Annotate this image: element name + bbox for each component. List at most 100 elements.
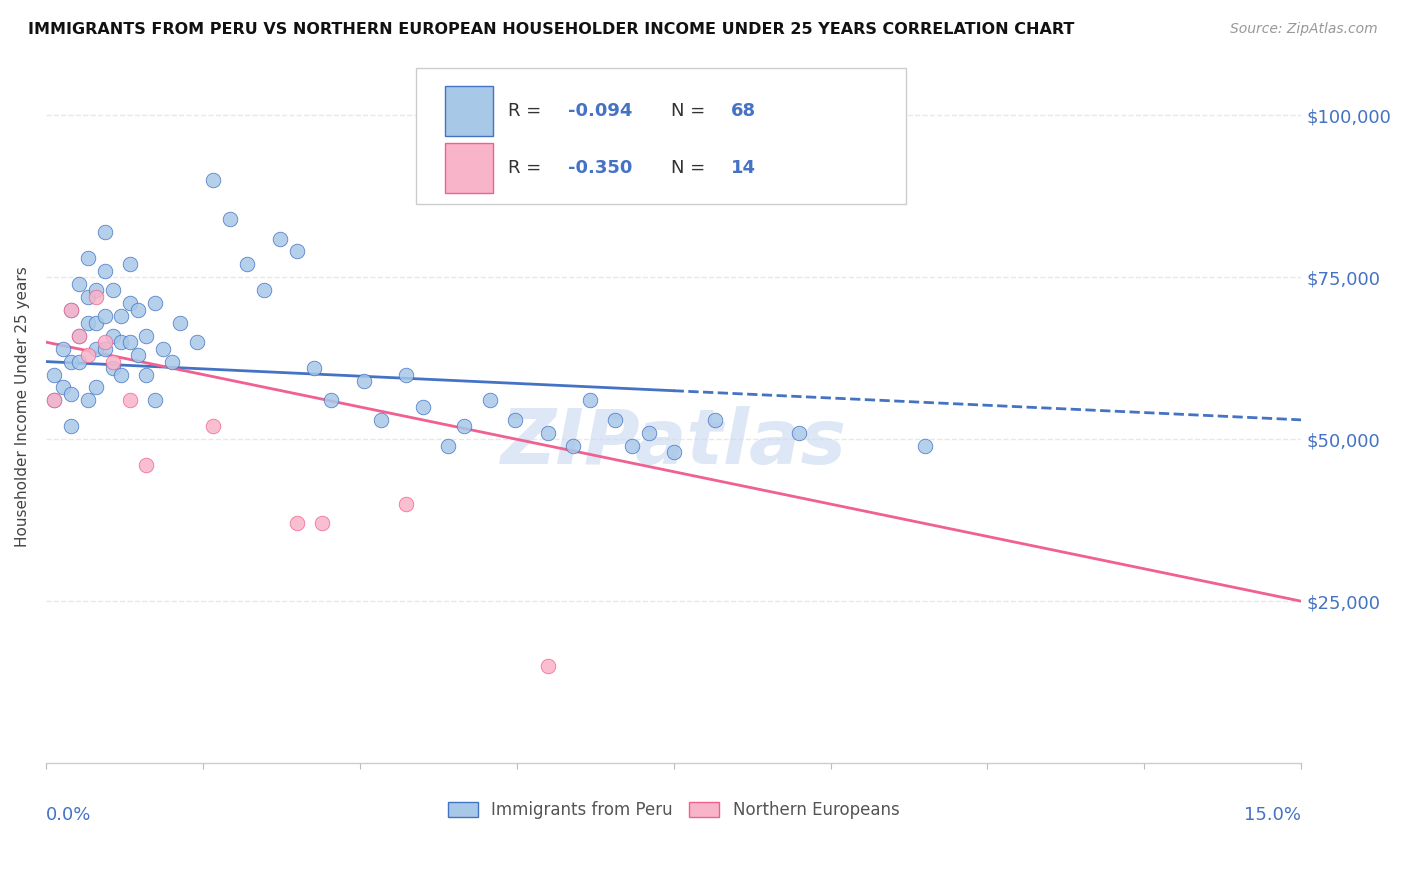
Point [69, 277, 91, 291]
Point [60, 354, 83, 368]
Point [395, 368, 418, 382]
Point [143, 393, 166, 408]
Point [44, 393, 66, 408]
Text: N =: N = [671, 103, 711, 120]
Point [127, 302, 149, 317]
Point [914, 439, 936, 453]
Point [269, 231, 291, 245]
Text: -0.094: -0.094 [568, 103, 633, 120]
Point [453, 419, 475, 434]
Point [285, 244, 308, 259]
Text: N =: N = [671, 160, 711, 178]
Text: 68: 68 [731, 103, 756, 120]
Legend: Immigrants from Peru, Northern Europeans: Immigrants from Peru, Northern Europeans [441, 795, 905, 826]
Point [537, 659, 560, 673]
Point [202, 419, 225, 434]
Point [169, 316, 191, 330]
Point [219, 212, 242, 227]
Point [118, 335, 141, 350]
FancyBboxPatch shape [416, 69, 905, 204]
Point [503, 413, 526, 427]
Point [135, 458, 157, 473]
Point [319, 393, 342, 408]
Point [93, 310, 115, 324]
Point [135, 368, 157, 382]
Point [236, 257, 259, 271]
Point [60, 419, 83, 434]
Point [412, 400, 434, 414]
Text: R =: R = [508, 103, 547, 120]
Text: Source: ZipAtlas.com: Source: ZipAtlas.com [1230, 22, 1378, 37]
Point [562, 439, 585, 453]
Point [110, 335, 132, 350]
Text: R =: R = [508, 160, 547, 178]
Point [84, 290, 107, 304]
Text: IMMIGRANTS FROM PERU VS NORTHERN EUROPEAN HOUSEHOLDER INCOME UNDER 25 YEARS CORR: IMMIGRANTS FROM PERU VS NORTHERN EUROPEA… [28, 22, 1074, 37]
Point [127, 348, 149, 362]
Point [93, 342, 115, 356]
Point [579, 393, 602, 408]
Point [101, 361, 124, 376]
Point [84, 342, 107, 356]
Point [93, 225, 115, 239]
Point [76, 316, 98, 330]
Point [478, 393, 501, 408]
Point [84, 283, 107, 297]
Point [93, 335, 115, 350]
Point [110, 310, 132, 324]
Point [135, 328, 157, 343]
Point [69, 328, 91, 343]
Point [52, 342, 75, 356]
Point [787, 425, 810, 440]
Point [436, 439, 458, 453]
Point [76, 251, 98, 265]
Point [662, 445, 685, 459]
Point [93, 264, 115, 278]
Point [152, 342, 174, 356]
Text: ZIPatlas: ZIPatlas [501, 406, 846, 480]
Point [60, 302, 83, 317]
Point [252, 283, 274, 297]
Text: -0.350: -0.350 [568, 160, 633, 178]
Point [186, 335, 208, 350]
Text: 0.0%: 0.0% [46, 805, 91, 824]
FancyBboxPatch shape [446, 144, 494, 194]
Point [353, 374, 375, 388]
Point [395, 497, 418, 511]
Point [110, 368, 132, 382]
Point [69, 328, 91, 343]
Point [620, 439, 643, 453]
Point [101, 354, 124, 368]
Text: 15.0%: 15.0% [1244, 805, 1302, 824]
Y-axis label: Householder Income Under 25 years: Householder Income Under 25 years [15, 267, 30, 548]
Point [537, 425, 560, 440]
Point [118, 257, 141, 271]
Text: 14: 14 [731, 160, 756, 178]
Point [202, 173, 225, 187]
Point [60, 302, 83, 317]
Point [637, 425, 659, 440]
Point [118, 393, 141, 408]
Point [44, 393, 66, 408]
FancyBboxPatch shape [446, 87, 494, 136]
Point [76, 290, 98, 304]
Point [101, 328, 124, 343]
Point [101, 283, 124, 297]
Point [704, 413, 727, 427]
Point [160, 354, 183, 368]
Point [44, 368, 66, 382]
Point [52, 380, 75, 394]
Point [603, 413, 626, 427]
Point [60, 387, 83, 401]
Point [76, 348, 98, 362]
Point [370, 413, 392, 427]
Point [76, 393, 98, 408]
Point [302, 361, 325, 376]
Point [69, 354, 91, 368]
Point [311, 516, 333, 531]
Point [84, 316, 107, 330]
Point [84, 380, 107, 394]
Point [118, 296, 141, 310]
Point [285, 516, 308, 531]
Point [143, 296, 166, 310]
